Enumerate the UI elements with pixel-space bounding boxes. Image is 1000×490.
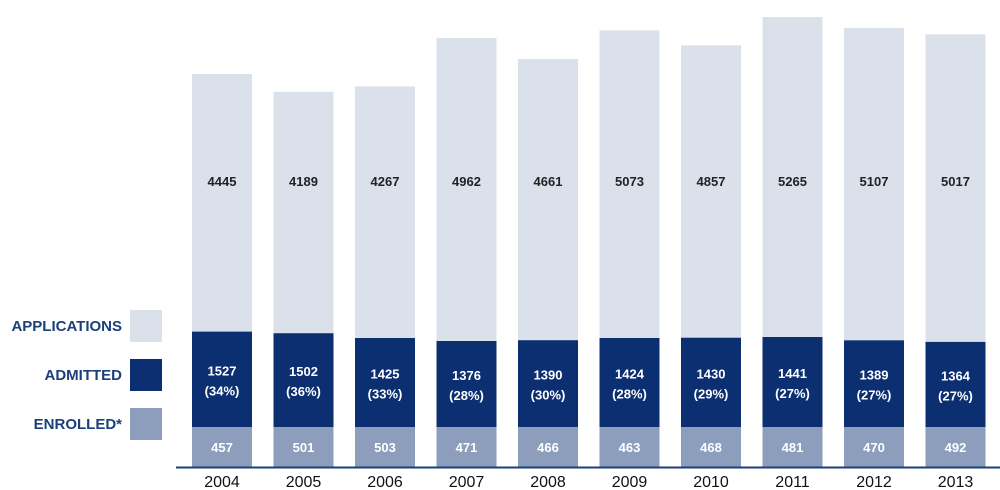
label-applications-2007: 4962 [452, 174, 481, 189]
bar-applications-2004 [192, 74, 252, 332]
label-admitted-pct-2013: (27%) [938, 388, 973, 403]
bar-admitted-2012 [844, 340, 904, 427]
label-applications-2009: 5073 [615, 174, 644, 189]
label-enrolled-2006: 503 [374, 440, 396, 455]
bar-admitted-2008 [518, 340, 578, 427]
bar-applications-2012 [844, 27, 904, 341]
label-admitted-2004: 1527 [208, 363, 237, 378]
tick-label-2004: 2004 [204, 474, 240, 490]
label-admitted-2008: 1390 [534, 368, 563, 383]
label-enrolled-2008: 466 [537, 440, 559, 455]
legend-label-1: ADMITTED [45, 367, 123, 384]
tick-label-2007: 2007 [449, 474, 485, 490]
label-applications-2006: 4267 [371, 174, 400, 189]
tick-label-2010: 2010 [693, 474, 729, 490]
label-enrolled-2005: 501 [293, 440, 315, 455]
tick-label-2013: 2013 [938, 474, 974, 490]
legend-swatch-1 [130, 359, 162, 391]
label-admitted-pct-2006: (33%) [368, 386, 403, 401]
bar-applications-2007 [436, 38, 497, 341]
bar-enrolled-2009 [599, 427, 660, 467]
bar-applications-2011 [762, 17, 823, 337]
label-enrolled-2013: 492 [945, 440, 967, 455]
label-admitted-pct-2011: (27%) [775, 386, 810, 401]
x-axis-ticks: 2004 2005 2006 2007 2008 2009 2010 2011 2012 2013 [204, 474, 973, 490]
bar-applications-2005 [273, 91, 334, 334]
label-applications-2008: 4661 [534, 174, 563, 189]
label-admitted-pct-2005: (36%) [286, 384, 321, 399]
bar-applications-2013 [925, 34, 986, 342]
label-applications-2010: 4857 [697, 174, 726, 189]
bar-enrolled-2006 [355, 427, 415, 467]
bar-enrolled-2012 [844, 427, 904, 467]
bar-admitted-2004 [192, 331, 252, 427]
label-enrolled-2010: 468 [700, 440, 722, 455]
label-enrolled-2012: 470 [863, 440, 885, 455]
bar-applications-2008 [518, 58, 578, 341]
label-applications-2012: 5107 [860, 174, 889, 189]
legend-swatch-2 [130, 408, 162, 440]
tick-label-2008: 2008 [530, 474, 566, 490]
label-admitted-2012: 1389 [860, 368, 889, 383]
bar-admitted-2013 [925, 341, 986, 427]
legend-swatch-0 [130, 310, 162, 342]
label-admitted-2007: 1376 [452, 368, 481, 383]
bars: 4445 1527 (34%) 457 4189 1502 (36%) 501 4267 1425… [192, 17, 986, 467]
tick-label-2006: 2006 [367, 474, 403, 490]
label-applications-2004: 4445 [208, 174, 237, 189]
tick-label-2012: 2012 [856, 474, 892, 490]
label-admitted-pct-2004: (34%) [205, 383, 240, 398]
label-enrolled-2009: 463 [619, 440, 641, 455]
bar-enrolled-2007 [436, 427, 497, 467]
bar-admitted-2010 [681, 337, 741, 427]
bar-admitted-2009 [599, 338, 660, 427]
legend-label-0: APPLICATIONS [11, 318, 122, 335]
legend-label-2: ENROLLED* [34, 416, 123, 433]
bar-applications-2010 [681, 45, 741, 338]
label-admitted-2010: 1430 [697, 366, 726, 381]
bar-applications-2006 [355, 86, 415, 338]
label-admitted-2009: 1424 [615, 367, 645, 382]
bar-admitted-2005 [273, 333, 334, 427]
label-admitted-2005: 1502 [289, 364, 318, 379]
label-admitted-pct-2009: (28%) [612, 387, 647, 402]
label-enrolled-2004: 457 [211, 440, 233, 455]
label-admitted-pct-2012: (27%) [857, 388, 892, 403]
label-admitted-pct-2008: (30%) [531, 388, 566, 403]
tick-label-2005: 2005 [286, 474, 322, 490]
label-admitted-pct-2010: (29%) [694, 386, 729, 401]
bar-admitted-2011 [762, 336, 823, 427]
bar-admitted-2006 [355, 337, 415, 427]
tick-label-2011: 2011 [775, 474, 810, 490]
bar-applications-2009 [599, 30, 660, 338]
bar-enrolled-2010 [681, 427, 741, 467]
bar-enrolled-2011 [762, 427, 823, 467]
bar-enrolled-2005 [273, 427, 334, 467]
label-admitted-2006: 1425 [371, 366, 400, 381]
bar-enrolled-2008 [518, 427, 578, 467]
label-admitted-2011: 1441 [778, 366, 807, 381]
bar-admitted-2007 [436, 341, 497, 427]
label-enrolled-2007: 471 [456, 440, 478, 455]
label-applications-2005: 4189 [289, 174, 318, 189]
label-applications-2011: 5265 [778, 174, 807, 189]
bar-enrolled-2013 [925, 427, 986, 467]
legend: APPLICATIONS ADMITTED ENROLLED* [11, 310, 162, 440]
label-admitted-pct-2007: (28%) [449, 388, 484, 403]
label-applications-2013: 5017 [941, 174, 970, 189]
tick-label-2009: 2009 [612, 474, 648, 490]
label-enrolled-2011: 481 [782, 440, 804, 455]
bar-enrolled-2004 [192, 427, 252, 467]
label-admitted-2013: 1364 [941, 368, 971, 383]
